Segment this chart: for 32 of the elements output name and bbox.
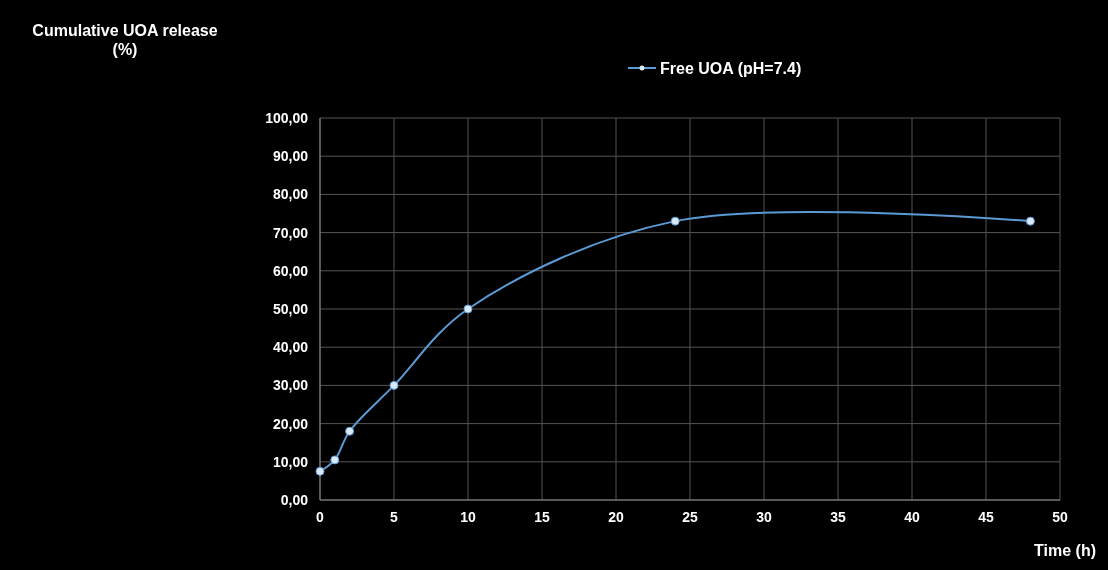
y-tick-label: 40,00 — [272, 339, 309, 356]
x-tick-label: 20 — [608, 509, 624, 525]
x-tick-label: 35 — [830, 509, 846, 525]
x-tick-label: 30 — [756, 509, 772, 525]
y-tick-label: 0,00 — [280, 492, 309, 508]
y-axis-title: Cumulative UOA release (%) — [32, 22, 218, 58]
y-tick-label: 70,00 — [272, 224, 309, 241]
x-tick-label: 45 — [978, 509, 994, 525]
point — [463, 304, 473, 314]
y-tick-label: 10,00 — [272, 453, 309, 470]
x-axis-title: Time (h) — [1034, 542, 1096, 559]
y-tick-label: 60,00 — [272, 262, 309, 279]
point — [315, 466, 325, 476]
x-tick-label: 10 — [460, 509, 476, 525]
y-tick-label: 80,00 — [272, 186, 309, 203]
point — [345, 426, 355, 436]
x-tick-label: 40 — [904, 509, 920, 525]
x-tick-label: 0 — [316, 509, 325, 525]
point — [389, 380, 399, 390]
x-tick-label: 15 — [534, 509, 550, 525]
point — [1025, 216, 1035, 226]
y-tick-label: 50,00 — [272, 301, 309, 317]
point — [330, 455, 340, 465]
x-tick-label: 5 — [390, 509, 399, 525]
point — [670, 216, 680, 226]
x-tick-label: 50 — [1052, 509, 1068, 525]
x-tick-label: 25 — [682, 509, 698, 525]
legend-label: Free UOA (pH=7.4) — [660, 60, 802, 77]
y-tick-label: 100,00 — [265, 110, 309, 126]
y-tick-label: 30,00 — [272, 377, 309, 394]
y-tick-label: 20,00 — [272, 415, 309, 432]
y-tick-label: 90,00 — [272, 148, 309, 165]
